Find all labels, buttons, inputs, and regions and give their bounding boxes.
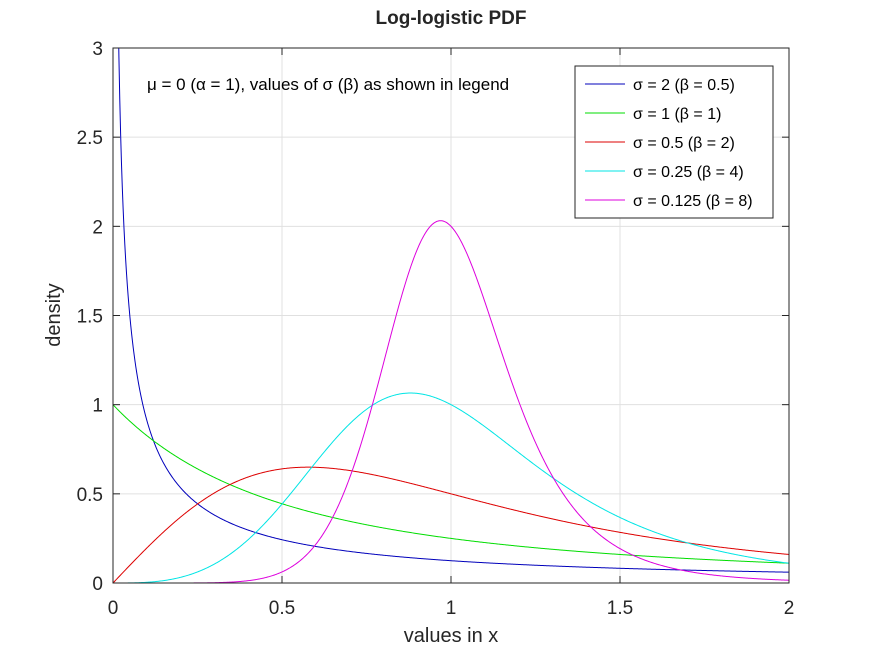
axis-ticks: 0 0.5 1 1.5 2 0 0.5 1 1.5 2 2.5 3 — [77, 39, 795, 619]
legend-label: σ = 0.5 (β = 2) — [633, 135, 735, 152]
legend-entries: σ = 2 (β = 0.5) σ = 1 (β = 1) σ = 0.5 (β =… — [585, 77, 753, 210]
y-axis-label: density — [43, 283, 65, 346]
chart-title: Log-logistic PDF — [376, 8, 527, 29]
x-tick-label: 0 — [108, 598, 119, 619]
x-axis-label: values in x — [404, 625, 499, 647]
legend-label: σ = 1 (β = 1) — [633, 106, 721, 123]
y-tick-label: 2 — [92, 217, 103, 238]
y-tick-label: 2.5 — [77, 128, 103, 149]
x-tick-label: 1.5 — [607, 598, 633, 619]
y-tick-label: 0 — [92, 574, 103, 595]
series-curves — [113, 48, 789, 583]
series-line — [113, 466, 789, 583]
y-tick-label: 3 — [92, 39, 103, 60]
y-tick-label: 0.5 — [77, 485, 103, 506]
series-line — [118, 48, 789, 573]
y-tick-label: 1 — [92, 396, 103, 417]
x-tick-label: 0.5 — [269, 598, 295, 619]
legend-label: σ = 0.25 (β = 4) — [633, 164, 744, 181]
x-tick-label: 2 — [784, 598, 795, 619]
series-line — [113, 392, 789, 583]
y-tick-label: 1.5 — [77, 307, 103, 328]
series-line — [113, 220, 789, 583]
legend-label: σ = 2 (β = 0.5) — [633, 77, 735, 94]
x-tick-label: 1 — [446, 598, 457, 619]
legend-label: σ = 0.125 (β = 8) — [633, 193, 753, 210]
chart-annotation: μ = 0 (α = 1), values of σ (β) as shown … — [147, 75, 509, 94]
legend: σ = 2 (β = 0.5) σ = 1 (β = 1) σ = 0.5 (β =… — [574, 65, 774, 219]
series-line — [113, 404, 789, 564]
